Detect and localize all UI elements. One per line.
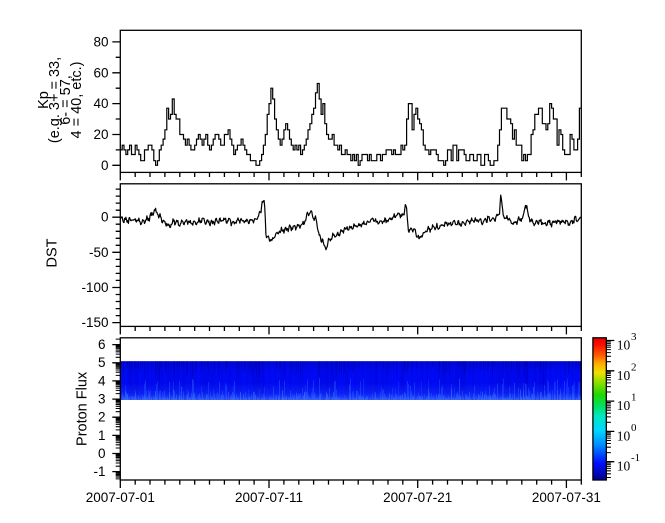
svg-text:3: 3 (98, 392, 106, 407)
svg-text:80: 80 (93, 34, 108, 49)
svg-text:4 = 40, etc.): 4 = 40, etc.) (69, 62, 85, 139)
svg-text:1: 1 (98, 428, 106, 443)
svg-text:(e.g. 3+ = 33,: (e.g. 3+ = 33, (47, 57, 63, 143)
svg-text:-100: -100 (81, 280, 108, 295)
svg-text:4: 4 (98, 373, 106, 388)
svg-text:Proton Flux: Proton Flux (74, 371, 90, 446)
svg-text:1: 1 (631, 392, 637, 404)
svg-text:Kp: Kp (36, 91, 52, 109)
svg-text:0: 0 (101, 210, 109, 225)
svg-text:-50: -50 (89, 245, 109, 260)
svg-text:0: 0 (101, 158, 109, 173)
svg-text:2007-07-31: 2007-07-31 (532, 490, 601, 505)
svg-text:2007-07-01: 2007-07-01 (86, 490, 155, 505)
svg-text:10: 10 (617, 428, 631, 443)
svg-text:-1: -1 (93, 464, 105, 479)
svg-text:10: 10 (617, 368, 631, 383)
svg-text:0: 0 (631, 422, 637, 434)
svg-text:2: 2 (631, 361, 637, 373)
svg-text:2007-07-11: 2007-07-11 (235, 490, 303, 505)
svg-text:2: 2 (98, 410, 106, 425)
svg-text:6- = 57,: 6- = 57, (58, 75, 74, 125)
svg-text:-1: -1 (631, 452, 640, 464)
svg-text:2007-07-21: 2007-07-21 (383, 490, 452, 505)
svg-text:10: 10 (617, 338, 631, 353)
svg-text:-150: -150 (81, 315, 108, 330)
svg-text:3: 3 (631, 331, 637, 343)
svg-text:DST: DST (45, 238, 61, 267)
svg-text:60: 60 (93, 65, 108, 80)
svg-text:20: 20 (93, 127, 108, 142)
svg-text:0: 0 (98, 446, 106, 461)
svg-text:10: 10 (617, 459, 631, 474)
svg-text:10: 10 (617, 398, 631, 413)
svg-text:6: 6 (98, 337, 106, 352)
svg-text:5: 5 (98, 355, 106, 370)
svg-text:40: 40 (93, 96, 108, 111)
